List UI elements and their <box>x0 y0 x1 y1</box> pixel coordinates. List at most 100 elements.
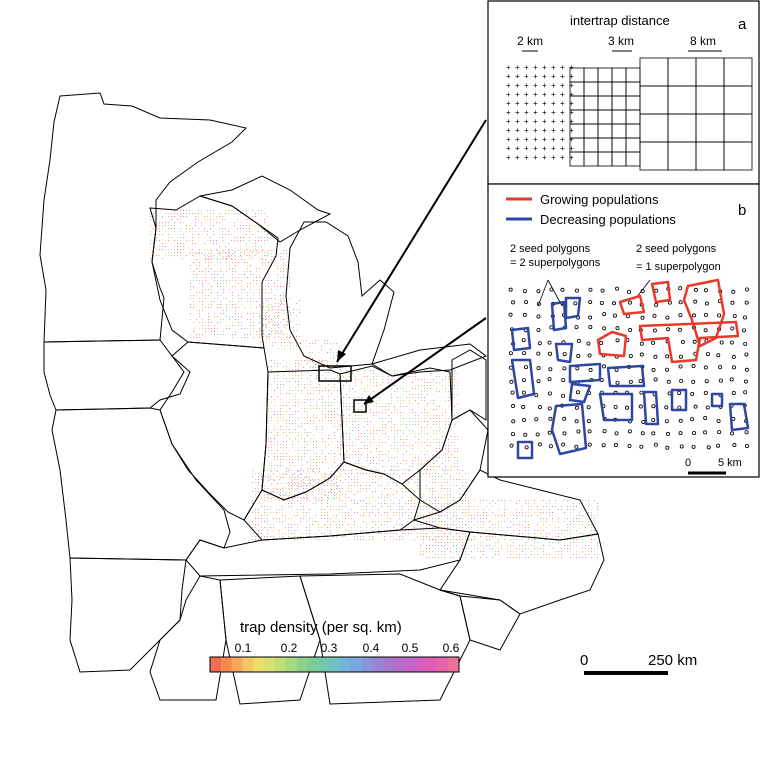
density-dot <box>286 471 288 473</box>
density-dot <box>381 494 383 496</box>
density-dot <box>340 444 342 446</box>
density-dot <box>271 450 273 452</box>
density-dot <box>277 453 279 455</box>
density-dot <box>222 240 224 242</box>
density-dot <box>454 415 456 417</box>
density-dot <box>328 402 330 404</box>
density-dot <box>289 429 291 431</box>
density-dot <box>573 527 575 529</box>
density-dot <box>429 512 431 514</box>
density-dot <box>498 521 500 523</box>
density-dot <box>465 485 467 487</box>
density-dot <box>283 265 285 267</box>
density-dot <box>237 228 239 230</box>
density-dot <box>355 376 357 378</box>
trap-marker: + <box>569 99 574 108</box>
density-dot <box>268 411 270 413</box>
density-dot <box>274 411 276 413</box>
density-dot <box>232 292 234 294</box>
density-dot <box>195 219 197 221</box>
density-dot <box>270 470 272 472</box>
density-dot <box>579 503 581 505</box>
trap-point <box>653 377 658 382</box>
density-dot <box>330 518 332 520</box>
density-dot <box>217 262 219 264</box>
density-dot <box>183 258 185 260</box>
density-dot <box>259 268 261 270</box>
density-dot <box>196 304 198 306</box>
density-dot <box>331 441 333 443</box>
density-dot <box>232 268 234 270</box>
trap-point <box>692 339 697 344</box>
density-dot <box>289 492 291 494</box>
density-dot <box>426 479 428 481</box>
density-dot <box>442 397 444 399</box>
density-dot <box>444 479 446 481</box>
density-dot <box>483 521 485 523</box>
density-dot <box>576 539 578 541</box>
density-dot <box>285 533 287 535</box>
density-dot <box>415 460 417 462</box>
density-dot <box>510 521 512 523</box>
density-dot <box>192 255 194 257</box>
density-dot <box>570 542 572 544</box>
density-dot <box>477 509 479 511</box>
density-dot <box>483 542 485 544</box>
density-dot <box>402 473 404 475</box>
density-dot <box>268 447 270 449</box>
density-dot <box>439 448 441 450</box>
density-dot <box>274 363 276 365</box>
trap-point <box>665 431 670 436</box>
density-dot <box>199 313 201 315</box>
density-dot <box>274 322 276 324</box>
density-dot <box>319 360 321 362</box>
density-dot <box>372 482 374 484</box>
density-dot <box>442 457 444 459</box>
density-dot <box>486 530 488 532</box>
density-dot <box>174 213 176 215</box>
density-dot <box>438 533 440 535</box>
density-dot <box>318 539 320 541</box>
density-dot <box>296 324 298 326</box>
legend-swatch <box>339 657 352 672</box>
density-dot <box>252 246 254 248</box>
density-dot <box>427 469 429 471</box>
density-dot <box>296 330 298 332</box>
density-dot <box>217 334 219 336</box>
density-dot <box>390 533 392 535</box>
density-dot <box>330 530 332 532</box>
density-dot <box>288 524 290 526</box>
density-dot <box>459 557 461 559</box>
density-dot <box>582 500 584 502</box>
density-dot <box>423 515 425 517</box>
density-dot <box>426 557 428 559</box>
density-dot <box>454 382 456 384</box>
density-dot <box>301 408 303 410</box>
density-dot <box>424 430 426 432</box>
missouri-outline <box>51 407 231 561</box>
density-dot <box>552 518 554 520</box>
density-dot <box>306 358 308 360</box>
density-dot <box>546 536 548 538</box>
density-dot <box>379 385 381 387</box>
legend-swatch <box>372 657 384 672</box>
density-dot <box>420 545 422 547</box>
density-dot <box>519 554 521 556</box>
density-dot <box>267 512 269 514</box>
density-dot <box>319 432 321 434</box>
density-dot <box>283 417 285 419</box>
density-dot <box>447 536 449 538</box>
density-dot <box>444 554 446 556</box>
density-dot <box>417 473 419 475</box>
trap-point <box>679 378 684 383</box>
density-dot <box>420 494 422 496</box>
density-dot <box>258 231 260 233</box>
density-dot <box>421 412 423 414</box>
density-dot <box>295 429 297 431</box>
density-dot <box>265 310 267 312</box>
density-dot <box>263 336 265 338</box>
density-dot <box>418 433 420 435</box>
density-dot <box>528 548 530 550</box>
density-dot <box>418 439 420 441</box>
density-dot <box>297 524 299 526</box>
